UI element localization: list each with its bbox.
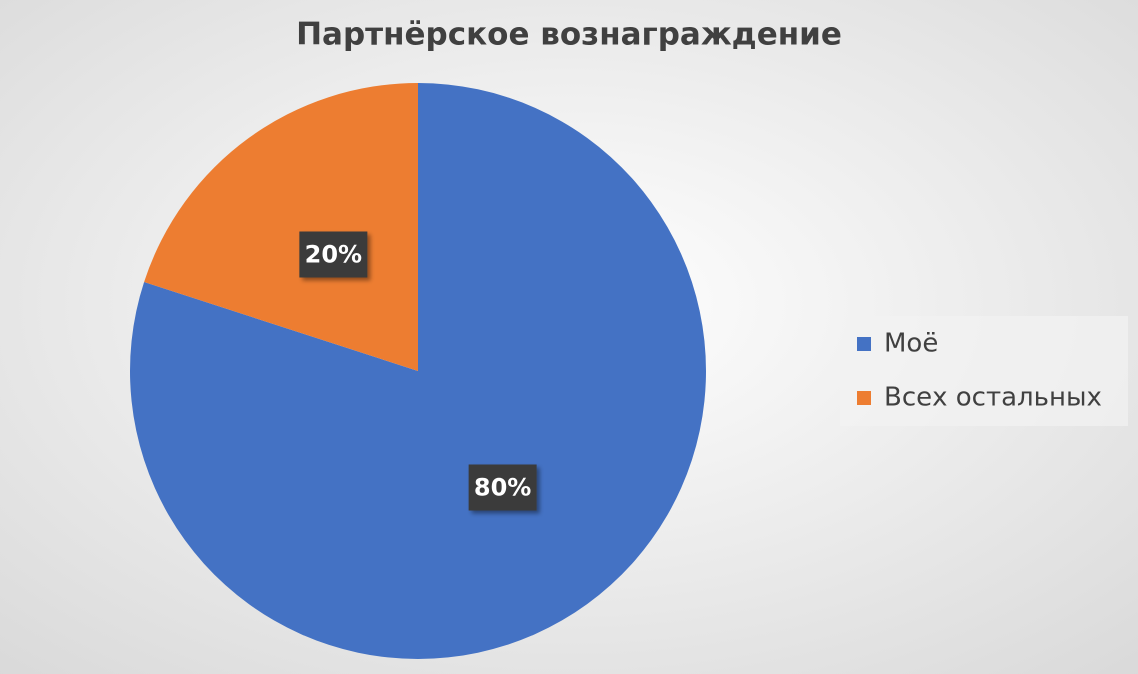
legend-swatch [857, 337, 871, 351]
chart-title: Партнёрское вознаграждение [296, 17, 842, 53]
data-label-box [468, 464, 537, 511]
legend-label: Моё [884, 329, 938, 359]
legend-box [840, 316, 1128, 426]
data-label: 80% [474, 473, 531, 501]
legend-label: Всех остальных [884, 383, 1102, 413]
legend-swatch [857, 391, 871, 405]
pie-slice [144, 83, 419, 371]
data-label: 20% [305, 241, 362, 269]
data-label-box [299, 231, 368, 278]
pie-slice [129, 83, 706, 659]
